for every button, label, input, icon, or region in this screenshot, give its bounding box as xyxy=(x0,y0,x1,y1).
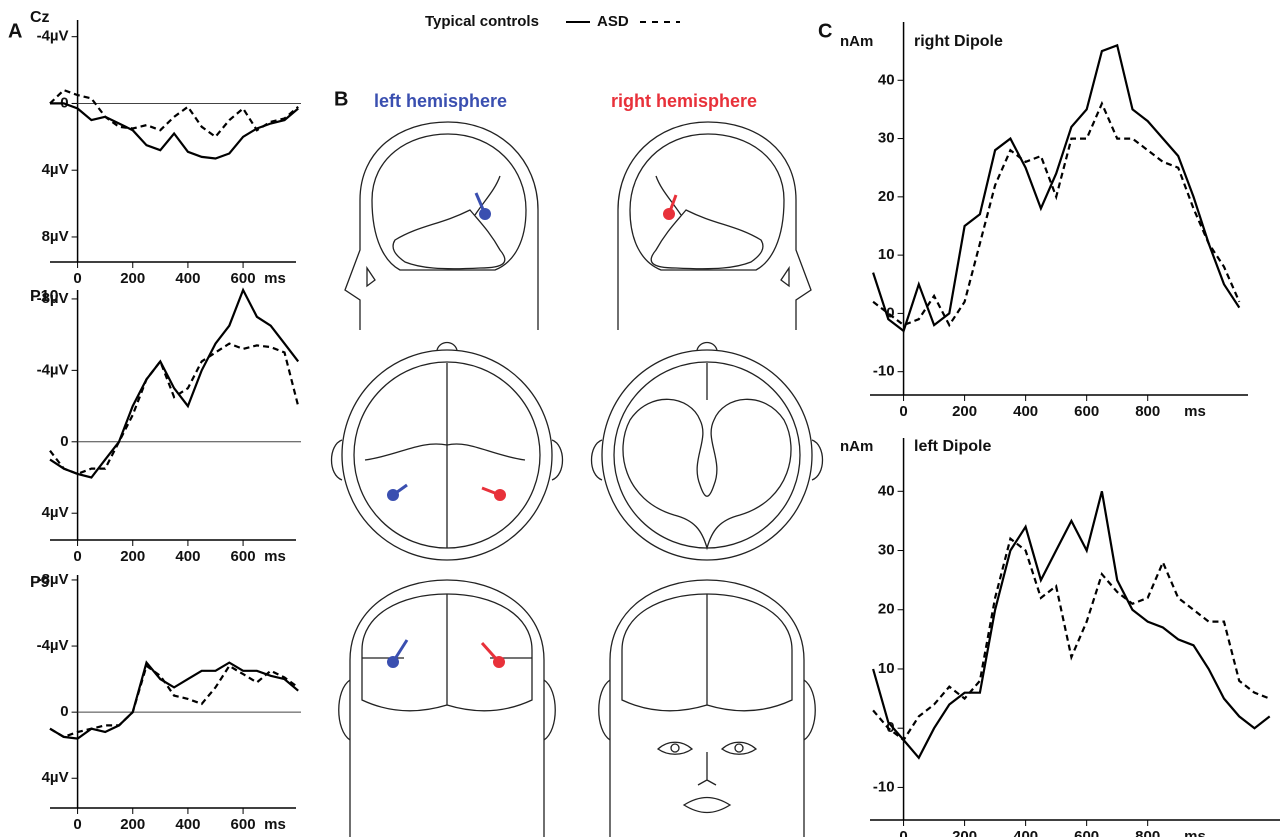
y-tick-label: 10 xyxy=(878,660,895,677)
y-axis-label: nAm xyxy=(840,33,873,50)
chart-title: left Dipole xyxy=(914,438,991,455)
y-tick-label: 30 xyxy=(878,130,895,147)
y-tick-label: -4µV xyxy=(37,637,69,654)
figure: A B C Typical controls ASD left hemisphe… xyxy=(0,0,1287,837)
series-line xyxy=(50,344,298,474)
dipoles xyxy=(387,193,676,668)
y-axis-label: nAm xyxy=(840,438,873,455)
y-tick-label: 40 xyxy=(878,482,895,499)
series-line xyxy=(50,90,298,137)
y-tick-label: -8µV xyxy=(37,571,69,588)
y-tick-label: -10 xyxy=(873,778,895,795)
panel-label: C xyxy=(818,20,832,42)
x-tick-label: 200 xyxy=(120,548,145,565)
y-tick-label: 20 xyxy=(878,601,895,618)
x-tick-label: 600 xyxy=(1074,403,1099,420)
x-tick-label: 200 xyxy=(952,828,977,837)
x-tick-label: 0 xyxy=(73,548,81,565)
y-tick-label: -4µV xyxy=(37,28,69,45)
y-tick-label: 30 xyxy=(878,541,895,558)
x-tick-label: 400 xyxy=(1013,828,1038,837)
y-tick-label: 4µV xyxy=(42,769,69,786)
x-tick-label: 600 xyxy=(231,548,256,565)
x-axis-label: ms xyxy=(264,270,286,287)
x-tick-label: 400 xyxy=(175,270,200,287)
hemisphere-label: right hemisphere xyxy=(611,91,757,111)
legend-label: Typical controls xyxy=(425,13,539,30)
x-axis-label: ms xyxy=(1184,403,1206,420)
x-tick-label: 200 xyxy=(120,816,145,833)
y-tick-label: 0 xyxy=(60,703,68,720)
head-diagrams xyxy=(332,122,823,837)
panel-label: A xyxy=(8,20,22,42)
y-tick-label: 10 xyxy=(878,246,895,263)
x-tick-label: 0 xyxy=(899,403,907,420)
x-tick-label: 200 xyxy=(120,270,145,287)
y-tick-label: -4µV xyxy=(37,361,69,378)
series-line xyxy=(50,103,298,158)
series-line xyxy=(873,539,1270,740)
x-tick-label: 600 xyxy=(1074,828,1099,837)
x-tick-label: 800 xyxy=(1135,403,1160,420)
y-tick-label: -8µV xyxy=(37,290,69,307)
series-line xyxy=(873,104,1239,326)
series-line xyxy=(50,666,298,737)
x-tick-label: 400 xyxy=(1013,403,1038,420)
x-tick-label: 0 xyxy=(899,828,907,837)
legend-label: ASD xyxy=(597,13,629,30)
y-tick-label: -10 xyxy=(873,363,895,380)
series-line xyxy=(50,663,298,739)
chart-title: right Dipole xyxy=(914,33,1003,50)
x-tick-label: 600 xyxy=(231,270,256,287)
hemisphere-label: left hemisphere xyxy=(374,91,507,111)
x-tick-label: 200 xyxy=(952,403,977,420)
x-tick-label: 800 xyxy=(1135,828,1160,837)
y-tick-label: 0 xyxy=(60,433,68,450)
series-line xyxy=(873,45,1239,331)
x-axis-label: ms xyxy=(264,816,286,833)
x-tick-label: 400 xyxy=(175,548,200,565)
x-tick-label: 0 xyxy=(73,816,81,833)
y-tick-label: 8µV xyxy=(42,228,69,245)
x-axis-label: ms xyxy=(1184,828,1206,837)
legend: Typical controls ASD xyxy=(425,13,680,30)
y-tick-label: 40 xyxy=(878,71,895,88)
series-line xyxy=(873,491,1270,758)
series-line xyxy=(50,290,298,478)
x-tick-label: 600 xyxy=(231,816,256,833)
y-tick-label: 4µV xyxy=(42,504,69,521)
chart-title: Cz xyxy=(30,9,50,26)
x-tick-label: 400 xyxy=(175,816,200,833)
y-tick-label: 4µV xyxy=(42,161,69,178)
y-tick-label: 20 xyxy=(878,188,895,205)
panel-label: B xyxy=(334,88,348,110)
x-tick-label: 0 xyxy=(73,270,81,287)
x-axis-label: ms xyxy=(264,548,286,565)
